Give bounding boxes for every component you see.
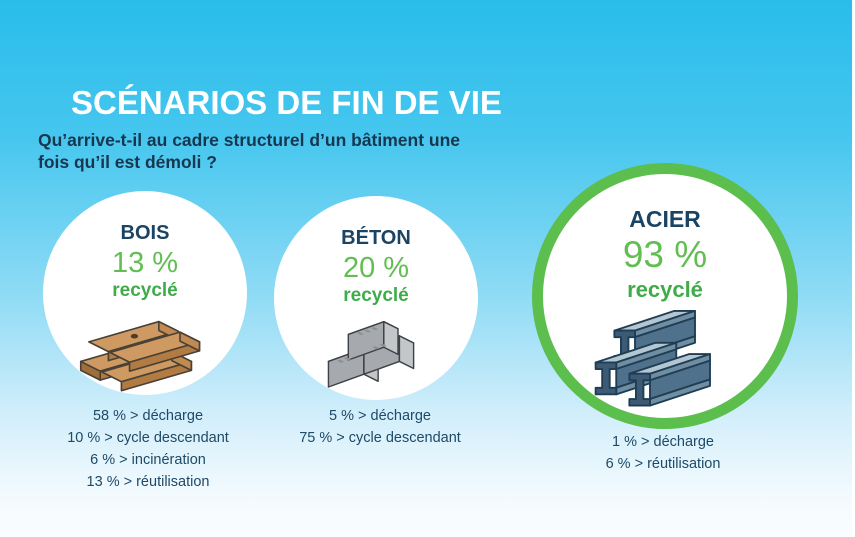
recycled-label-beton: recyclé xyxy=(343,285,409,307)
breakdown-line: 13 % > réutilisation xyxy=(86,474,210,490)
breakdown-line: 58 % > décharge xyxy=(92,408,204,424)
material-card-bois: BOIS 13 % recyclé xyxy=(43,191,247,395)
page-subtitle: Qu’arrive-t-il au cadre structurel d’un … xyxy=(38,129,460,173)
breakdown-line: 10 % > cycle descendant xyxy=(67,430,229,446)
recycled-label-bois: recyclé xyxy=(112,280,178,302)
material-name-bois: BOIS xyxy=(120,222,170,244)
subtitle-line-1: Qu’arrive-t-il au cadre structurel d’un … xyxy=(38,130,461,150)
concrete-blocks-icon xyxy=(327,321,415,388)
breakdown-line: 1 % > décharge xyxy=(612,434,714,450)
page-title: SCÉNARIOS DE FIN DE VIE xyxy=(71,84,502,121)
breakdown-line: 6 % > incinération xyxy=(90,452,206,468)
material-name-acier: ACIER xyxy=(629,206,701,232)
recycled-percent-bois: 13 % xyxy=(111,247,179,279)
subtitle-line-2: fois qu’il est démoli ? xyxy=(38,152,217,172)
breakdown-line: 6 % > réutilisation xyxy=(605,456,721,472)
breakdown-acier: 1 % > décharge 6 % > réutilisation xyxy=(543,431,783,475)
material-name-beton: BÉTON xyxy=(341,227,411,249)
breakdown-bois: 58 % > décharge 10 % > cycle descendant … xyxy=(28,405,268,493)
block-slots xyxy=(336,327,387,364)
breakdown-beton: 5 % > décharge 75 % > cycle descendant xyxy=(260,405,500,449)
recycled-percent-acier: 93 % xyxy=(622,234,708,276)
breakdown-line: 5 % > décharge xyxy=(329,408,431,424)
material-card-acier-highlighted: ACIER 93 % recyclé xyxy=(532,163,798,429)
recycled-percent-beton: 20 % xyxy=(342,252,410,284)
wood-planks-icon xyxy=(79,320,201,392)
breakdown-line: 75 % > cycle descendant xyxy=(299,430,461,446)
wood-knot xyxy=(130,334,139,339)
steel-beams-icon xyxy=(594,310,711,407)
material-card-beton: BÉTON 20 % recyclé xyxy=(274,196,478,400)
page-right-margin xyxy=(852,0,855,537)
recycled-label-acier: recyclé xyxy=(627,276,703,302)
